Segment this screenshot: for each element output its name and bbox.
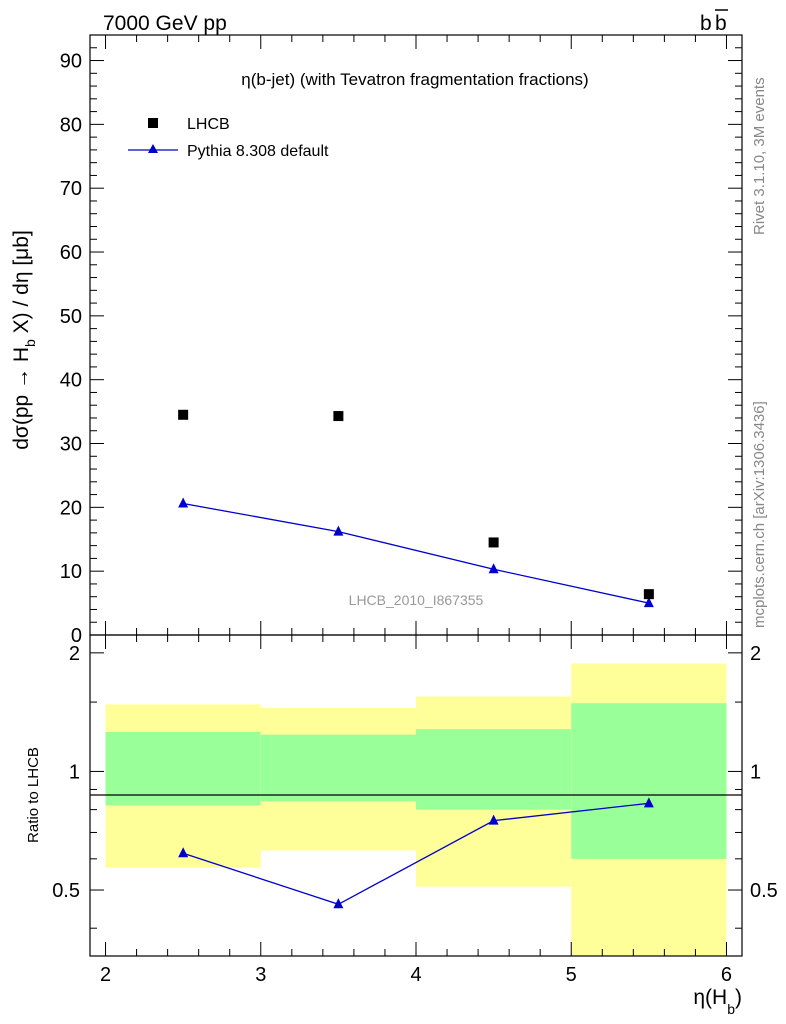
rivet-label: Rivet 3.1.10, 3M events bbox=[751, 77, 768, 235]
bottom-uncertainty-bands bbox=[105, 663, 727, 956]
bottom-x-tick-label: 4 bbox=[410, 964, 421, 986]
pythia-series-line bbox=[183, 502, 649, 604]
lhcb-point bbox=[643, 589, 654, 600]
mcplots-label: mcplots.cern.ch [arXiv:1306.3436] bbox=[751, 401, 768, 628]
bottom-data-layer bbox=[178, 797, 654, 909]
top-y-label-suffix: X) / dη [μb] bbox=[10, 230, 33, 339]
ratio-series-line bbox=[182, 802, 649, 905]
pythia-point bbox=[643, 597, 654, 608]
top-y-axis-label: dσ(pp → Hb X) / dη [μb] bbox=[10, 230, 38, 450]
bottom-y-tick-label-right: 1 bbox=[750, 761, 761, 783]
top-plot-title: η(b-jet) (with Tevatron fragmentation fr… bbox=[241, 70, 588, 89]
legend-pythia-marker bbox=[148, 144, 158, 153]
top-x-ticks bbox=[105, 35, 727, 635]
bottom-x-tick-labels: 2 3 4 5 6 bbox=[100, 964, 732, 986]
top-y-tick-label: 30 bbox=[60, 434, 82, 456]
bottom-panel: 0.5 0.5 1 1 2 2 2 3 4 5 6 Ratio to LHCB η(Hb) bbox=[25, 634, 778, 1017]
pythia-point bbox=[333, 525, 344, 536]
top-y-tick-label: 50 bbox=[60, 306, 82, 328]
top-y-tick-labels: 0 10 20 30 40 50 60 70 80 90 bbox=[60, 51, 82, 647]
bottom-y-tick-label-left: 1 bbox=[69, 761, 80, 783]
uncertainty-band-green bbox=[260, 734, 416, 802]
ratio-point bbox=[178, 847, 189, 858]
x-label-base: η(H bbox=[693, 986, 727, 1009]
bottom-y-tick-labels: 0.5 0.5 1 1 2 2 bbox=[52, 643, 778, 902]
legend-lhcb-label: LHCB bbox=[187, 116, 230, 133]
lhcb-point bbox=[178, 409, 189, 420]
uncertainty-band-green bbox=[105, 731, 261, 806]
top-y-tick-label: 80 bbox=[60, 114, 82, 136]
bottom-y-tick-label-left: 2 bbox=[69, 643, 80, 665]
uncertainty-band-green bbox=[571, 703, 727, 859]
pythia-point bbox=[178, 497, 189, 508]
bottom-x-tick-label: 2 bbox=[100, 964, 111, 986]
pythia-point bbox=[488, 563, 499, 574]
x-axis-label: η(Hb) bbox=[693, 986, 742, 1017]
legend-pythia-label: Pythia 8.308 default bbox=[187, 143, 329, 160]
ratio-point bbox=[488, 814, 499, 825]
bottom-x-tick-label: 5 bbox=[566, 964, 577, 986]
bottom-x-tick-label: 6 bbox=[721, 964, 732, 986]
header-left-label: 7000 GeV pp bbox=[103, 12, 227, 35]
bottom-plot-frame bbox=[89, 634, 743, 957]
top-y-tick-label: 20 bbox=[60, 497, 82, 519]
header-right-label: b b bbox=[700, 9, 728, 35]
bottom-y-tick-label-right: 2 bbox=[750, 643, 761, 665]
x-label-close: ) bbox=[735, 986, 742, 1009]
top-y-label-prefix: dσ(pp → H bbox=[10, 347, 33, 450]
ratio-point bbox=[643, 797, 654, 808]
header-right-bbar: b bbox=[715, 12, 727, 35]
top-data-layer bbox=[178, 409, 654, 608]
top-y-ticks bbox=[90, 34, 742, 636]
bottom-y-tick-label-right: 0.5 bbox=[750, 880, 778, 902]
bottom-ticks bbox=[90, 635, 742, 956]
top-y-label-sub: b bbox=[22, 339, 38, 347]
top-y-tick-label: 40 bbox=[60, 370, 82, 392]
x-label-sub: b bbox=[727, 1001, 735, 1017]
uncertainty-band-green bbox=[416, 729, 572, 810]
bottom-y-axis-label: Ratio to LHCB bbox=[25, 747, 42, 843]
lhcb-point bbox=[333, 411, 344, 422]
header-right-b: b bbox=[700, 12, 712, 35]
legend: LHCB Pythia 8.308 default bbox=[128, 116, 329, 160]
top-y-tick-label: 10 bbox=[60, 561, 82, 583]
top-panel: 0 10 20 30 40 50 60 70 80 90 η(b-jet) (with Tevat… bbox=[10, 34, 743, 647]
ratio-point bbox=[333, 898, 344, 909]
watermark-label: LHCB_2010_I867355 bbox=[349, 592, 484, 608]
top-y-tick-label: 0 bbox=[71, 625, 82, 647]
legend-lhcb-marker bbox=[148, 118, 158, 128]
top-y-tick-label: 70 bbox=[60, 178, 82, 200]
top-y-tick-label: 60 bbox=[60, 242, 82, 264]
bottom-x-tick-label: 3 bbox=[255, 964, 266, 986]
top-y-tick-label: 90 bbox=[60, 51, 82, 73]
lhcb-point bbox=[488, 537, 499, 548]
bottom-y-tick-label-left: 0.5 bbox=[52, 880, 80, 902]
